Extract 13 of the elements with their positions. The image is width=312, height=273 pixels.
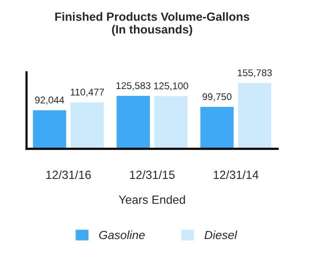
legend-label: Gasoline (99, 230, 145, 240)
data-label: 110,477 (70, 88, 104, 97)
x-tick-label: 12/31/14 (214, 170, 258, 179)
chart-title: Finished Products Volume-Gallons (In thousands) (55, 12, 250, 36)
legend-label: Diesel (204, 230, 238, 240)
data-label: 125,583 (116, 82, 150, 90)
data-label: 99,750 (202, 93, 232, 102)
data-label: 92,044 (35, 96, 64, 105)
x-tick-label: 12/31/15 (130, 170, 175, 179)
data-label: 155,783 (238, 69, 272, 78)
data-label: 125,100 (154, 82, 188, 90)
x-tick-label: 12/31/16 (46, 170, 91, 179)
x-axis-title: Years Ended (118, 195, 185, 204)
